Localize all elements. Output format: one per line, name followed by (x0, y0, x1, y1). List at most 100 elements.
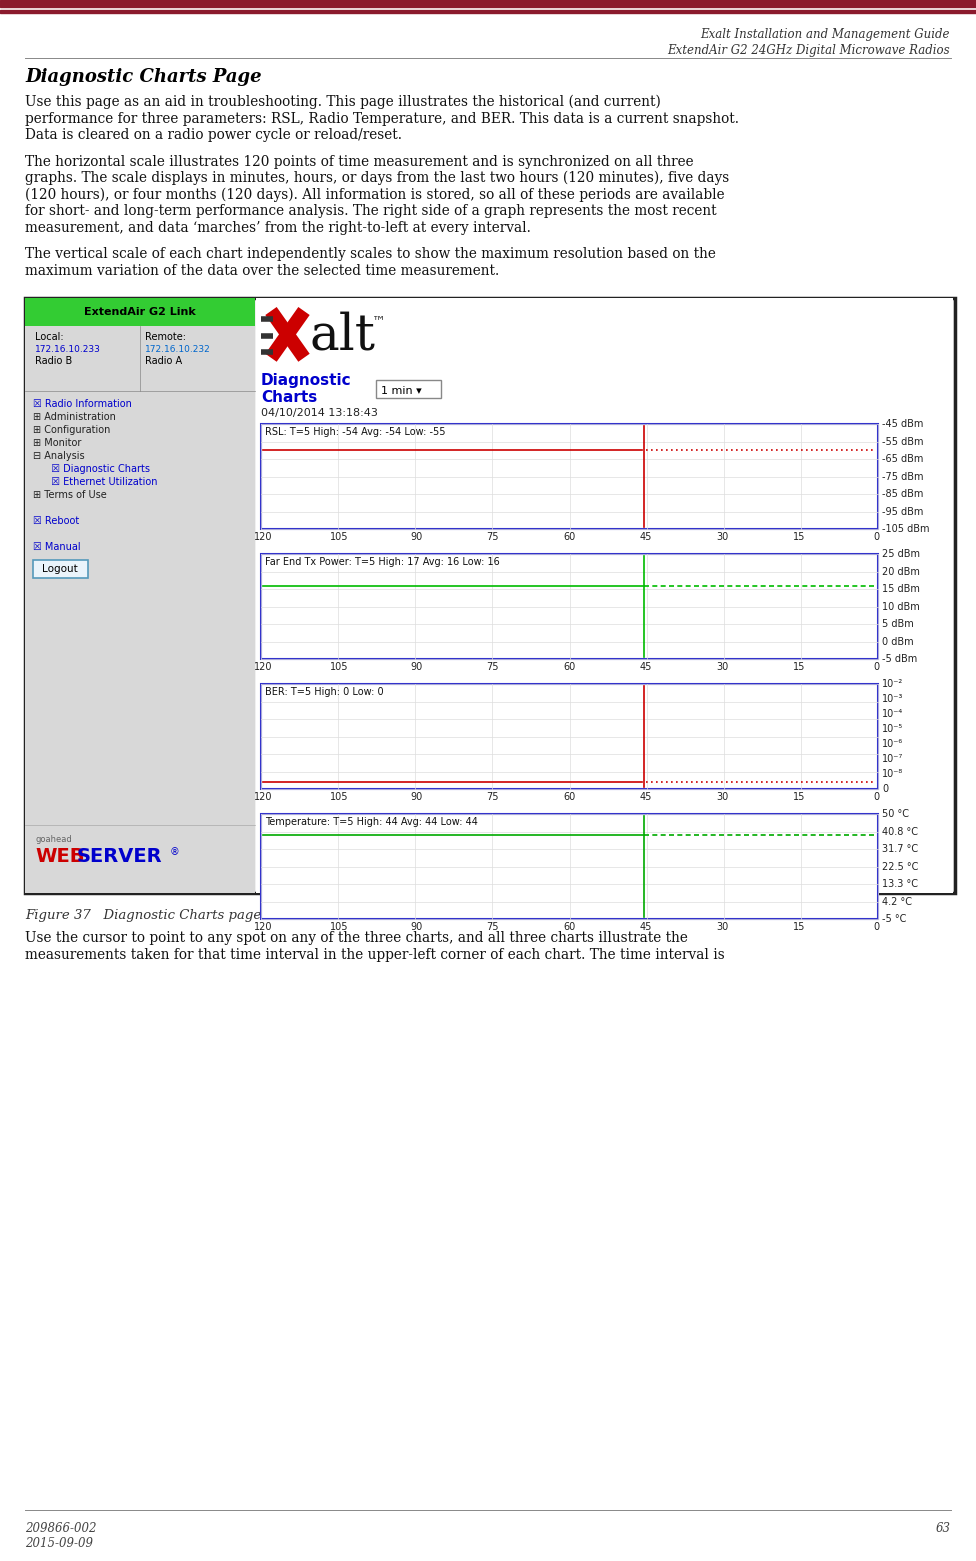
Text: 105: 105 (330, 662, 348, 671)
Text: 31.7 °C: 31.7 °C (882, 845, 918, 854)
Text: ExtendAir G2 24GHz Digital Microwave Radios: ExtendAir G2 24GHz Digital Microwave Rad… (668, 44, 950, 58)
Text: Temperature: T=5 High: 44 Avg: 44 Low: 44: Temperature: T=5 High: 44 Avg: 44 Low: 4… (265, 816, 478, 827)
Text: 60: 60 (563, 662, 576, 671)
Text: 30: 30 (716, 923, 729, 932)
Text: 105: 105 (330, 532, 348, 542)
Text: Use this page as an aid in troubleshooting. This page illustrates the historical: Use this page as an aid in troubleshooti… (25, 95, 661, 109)
Text: measurement, and data ‘marches’ from the right-to-left at every interval.: measurement, and data ‘marches’ from the… (25, 220, 531, 234)
Text: 10⁻⁸: 10⁻⁸ (882, 770, 903, 779)
Text: WEB: WEB (35, 848, 85, 866)
Text: 75: 75 (487, 662, 499, 671)
Text: Local:: Local: (35, 332, 63, 342)
Text: 105: 105 (330, 923, 348, 932)
Text: alt: alt (309, 311, 375, 361)
Text: The horizontal scale illustrates 120 points of time measurement and is synchroni: The horizontal scale illustrates 120 poi… (25, 155, 694, 169)
Text: Logout: Logout (42, 564, 78, 574)
Text: 105: 105 (330, 791, 348, 802)
Text: 75: 75 (487, 791, 499, 802)
Text: for short- and long-term performance analysis. The right side of a graph represe: for short- and long-term performance ana… (25, 204, 716, 219)
Text: measurements taken for that time interval in the upper-left corner of each chart: measurements taken for that time interva… (25, 948, 729, 962)
Text: ☒ Manual: ☒ Manual (33, 542, 81, 553)
Text: 25 dBm: 25 dBm (882, 549, 920, 559)
Text: 5 dBm: 5 dBm (882, 620, 914, 629)
Text: 20 dBm: 20 dBm (882, 567, 919, 576)
Text: 1 min ▾: 1 min ▾ (381, 386, 422, 396)
Text: 15: 15 (793, 532, 805, 542)
Text: -5 dBm: -5 dBm (882, 654, 917, 663)
Text: 50 °C: 50 °C (882, 809, 909, 820)
Text: Far End Tx Power: T=5 High: 17 Avg: 16 Low: 16: Far End Tx Power: T=5 High: 17 Avg: 16 L… (265, 557, 500, 567)
Text: Remote:: Remote: (145, 332, 186, 342)
Text: -5 °C: -5 °C (882, 915, 907, 924)
Text: SERVER: SERVER (77, 848, 163, 866)
Text: 120: 120 (254, 662, 272, 671)
Text: 120: 120 (254, 532, 272, 542)
Bar (261, 425, 878, 529)
Text: ™: ™ (372, 314, 386, 328)
Text: 0: 0 (873, 532, 879, 542)
Bar (25, 298, 955, 893)
Text: ☒ Ethernet Utilization: ☒ Ethernet Utilization (45, 478, 157, 487)
Text: 15: 15 (793, 791, 805, 802)
Bar (261, 813, 878, 919)
Text: -105 dBm: -105 dBm (882, 524, 929, 534)
Text: 40.8 °C: 40.8 °C (882, 826, 918, 837)
Text: Use the cursor to point to any spot on any of the three charts, and all three ch: Use the cursor to point to any spot on a… (25, 930, 688, 944)
Text: RSL: T=5 High: -54 Avg: -54 Low: -55: RSL: T=5 High: -54 Avg: -54 Low: -55 (265, 428, 445, 437)
Text: -45 dBm: -45 dBm (882, 418, 923, 429)
Text: ⊟ Analysis: ⊟ Analysis (33, 451, 85, 460)
Text: 172.16.10.233: 172.16.10.233 (35, 345, 101, 354)
Text: ☒ Radio Information: ☒ Radio Information (33, 400, 132, 409)
Text: 60: 60 (563, 532, 576, 542)
Text: -95 dBm: -95 dBm (882, 506, 923, 517)
Text: 90: 90 (410, 791, 423, 802)
Text: 10⁻³: 10⁻³ (882, 695, 904, 704)
Bar (261, 684, 878, 788)
Text: Charts: Charts (261, 390, 317, 404)
Bar (25, 298, 255, 893)
Text: Radio A: Radio A (145, 356, 183, 365)
Bar (33, 560, 88, 578)
Text: 2015-09-09: 2015-09-09 (25, 1538, 93, 1550)
Text: 22.5 °C: 22.5 °C (882, 862, 918, 871)
Text: 75: 75 (487, 923, 499, 932)
Text: 90: 90 (410, 662, 423, 671)
Text: 30: 30 (716, 791, 729, 802)
Text: -75 dBm: -75 dBm (882, 471, 923, 481)
Text: ⊞ Configuration: ⊞ Configuration (33, 425, 110, 436)
Text: BER: T=5 High: 0 Low: 0: BER: T=5 High: 0 Low: 0 (265, 687, 384, 698)
Text: Data is cleared on a radio power cycle or reload/reset.: Data is cleared on a radio power cycle o… (25, 128, 402, 142)
Text: performance for three parameters: RSL, Radio Temperature, and BER. This data is : performance for three parameters: RSL, R… (25, 111, 739, 125)
Text: 60: 60 (563, 923, 576, 932)
Text: Radio B: Radio B (35, 356, 72, 365)
Bar (0, 9, 976, 12)
Text: 04/10/2014 13:18:43: 04/10/2014 13:18:43 (261, 407, 378, 418)
Text: 10⁻⁵: 10⁻⁵ (882, 724, 903, 734)
Text: -85 dBm: -85 dBm (882, 489, 923, 500)
Text: ⊞ Administration: ⊞ Administration (33, 412, 116, 421)
Text: 13.3 °C: 13.3 °C (882, 879, 918, 890)
Text: maximum variation of the data over the selected time measurement.: maximum variation of the data over the s… (25, 264, 500, 278)
Text: (120 hours), or four months (120 days). All information is stored, so all of the: (120 hours), or four months (120 days). … (25, 187, 724, 201)
Bar (0, 0, 976, 6)
Text: ☒ Diagnostic Charts: ☒ Diagnostic Charts (45, 464, 150, 475)
Text: 10 dBm: 10 dBm (882, 601, 919, 612)
Text: 45: 45 (640, 532, 652, 542)
Text: graphs. The scale displays in minutes, hours, or days from the last two hours (1: graphs. The scale displays in minutes, h… (25, 172, 729, 186)
Text: 10⁻⁶: 10⁻⁶ (882, 738, 903, 749)
Text: 75: 75 (487, 532, 499, 542)
Text: 172.16.10.232: 172.16.10.232 (145, 345, 211, 354)
Text: 0: 0 (873, 791, 879, 802)
Text: 90: 90 (410, 532, 423, 542)
Text: ⊞ Monitor: ⊞ Monitor (33, 439, 81, 448)
Text: 4.2 °C: 4.2 °C (882, 896, 912, 907)
Text: ⊞ Terms of Use: ⊞ Terms of Use (33, 490, 106, 500)
Text: 15: 15 (793, 662, 805, 671)
Text: ☒ Reboot: ☒ Reboot (33, 517, 79, 526)
Text: 10⁻²: 10⁻² (882, 679, 903, 688)
Bar (376, 379, 441, 398)
Text: The vertical scale of each chart independently scales to show the maximum resolu: The vertical scale of each chart indepen… (25, 247, 715, 261)
Text: 0: 0 (873, 923, 879, 932)
Text: ®: ® (170, 848, 180, 857)
Text: 0: 0 (882, 784, 888, 795)
